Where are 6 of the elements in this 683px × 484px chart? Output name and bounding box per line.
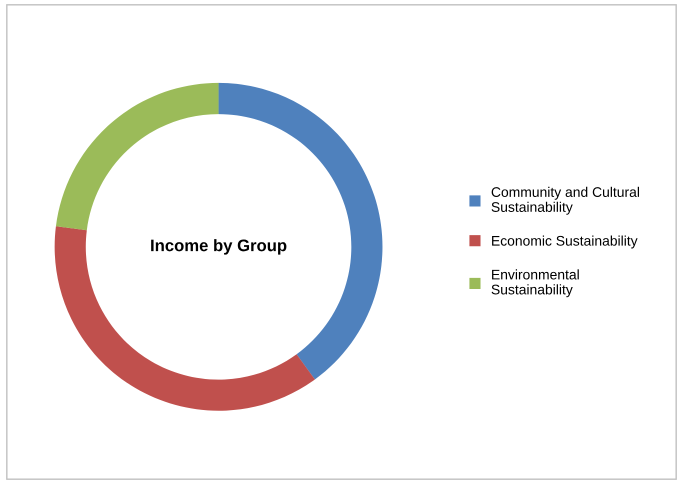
donut-slice (54, 226, 315, 411)
text: Income by Group (151, 239, 286, 255)
donut-slice (56, 82, 219, 230)
legend-label: Environmental Sustainability (492, 269, 579, 298)
legend-label: Community and Cultural Sustainability (492, 186, 639, 215)
legend-label: Economic Sustainability (492, 236, 638, 248)
